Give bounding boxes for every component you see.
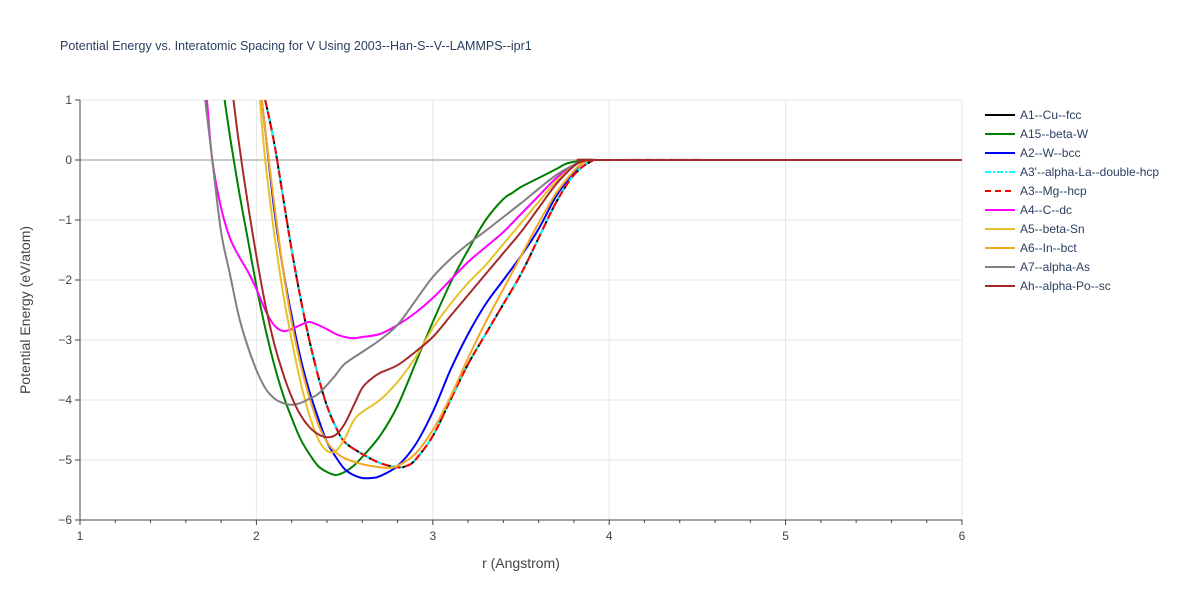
legend-label: A3--Mg--hcp: [1020, 184, 1087, 198]
legend-item-7[interactable]: A6--In--bct: [985, 241, 1077, 255]
x-tick-label: 6: [959, 529, 966, 543]
legend-label: Ah--alpha-Po--sc: [1020, 279, 1111, 293]
legend[interactable]: A1--Cu--fcc A15--beta-W A2--W--bcc A3'--alp…: [985, 108, 1159, 293]
legend-item-2[interactable]: A2--W--bcc: [985, 146, 1080, 160]
legend-label: A4--C--dc: [1020, 203, 1072, 217]
legend-label: A5--beta-Sn: [1020, 222, 1085, 236]
y-axis-ticks: 1 0 −1 −2 −3 −4 −5 −6: [58, 93, 80, 527]
series-line-1: [223, 100, 962, 476]
series-line-4: [264, 100, 962, 469]
y-tick-label: −6: [58, 513, 72, 527]
y-tick-label: −4: [58, 393, 72, 407]
legend-item-0[interactable]: A1--Cu--fcc: [985, 108, 1081, 122]
x-tick-label: 2: [253, 529, 260, 543]
x-axis-ticks: 1 2 3 4 5 6: [77, 520, 966, 543]
series-lines: [204, 100, 962, 480]
y-axis-title: Potential Energy (eV/atom): [17, 226, 33, 394]
legend-label: A1--Cu--fcc: [1020, 108, 1081, 122]
legend-item-1[interactable]: A15--beta-W: [985, 127, 1089, 141]
x-tick-label: 3: [429, 529, 436, 543]
legend-item-9[interactable]: Ah--alpha-Po--sc: [985, 279, 1111, 293]
legend-label: A7--alpha-As: [1020, 260, 1090, 274]
y-tick-label: −1: [58, 213, 72, 227]
y-tick-label: −5: [58, 453, 72, 467]
y-tick-label: −3: [58, 333, 72, 347]
legend-item-6[interactable]: A5--beta-Sn: [985, 222, 1085, 236]
x-tick-label: 1: [77, 529, 84, 543]
series-line-5: [206, 100, 962, 340]
legend-item-8[interactable]: A7--alpha-As: [985, 260, 1090, 274]
legend-label: A2--W--bcc: [1020, 146, 1080, 160]
x-tick-label: 4: [606, 529, 613, 543]
y-tick-label: 0: [65, 153, 72, 167]
axes: [79, 100, 962, 521]
y-tick-label: 1: [65, 93, 72, 107]
x-tick-label: 5: [782, 529, 789, 543]
legend-label: A15--beta-W: [1020, 127, 1089, 141]
chart-title: Potential Energy vs. Interatomic Spacing…: [60, 39, 532, 53]
series-line-7: [260, 100, 962, 469]
legend-item-5[interactable]: A4--C--dc: [985, 203, 1072, 217]
series-line-9: [232, 100, 962, 439]
legend-item-3[interactable]: A3'--alpha-La--double-hcp: [985, 165, 1159, 179]
y-tick-label: −2: [58, 273, 72, 287]
legend-item-4[interactable]: A3--Mg--hcp: [985, 184, 1087, 198]
legend-label: A3'--alpha-La--double-hcp: [1020, 165, 1159, 179]
series-line-8: [204, 100, 962, 406]
x-axis-title: r (Angstrom): [482, 555, 560, 571]
legend-label: A6--In--bct: [1020, 241, 1077, 255]
